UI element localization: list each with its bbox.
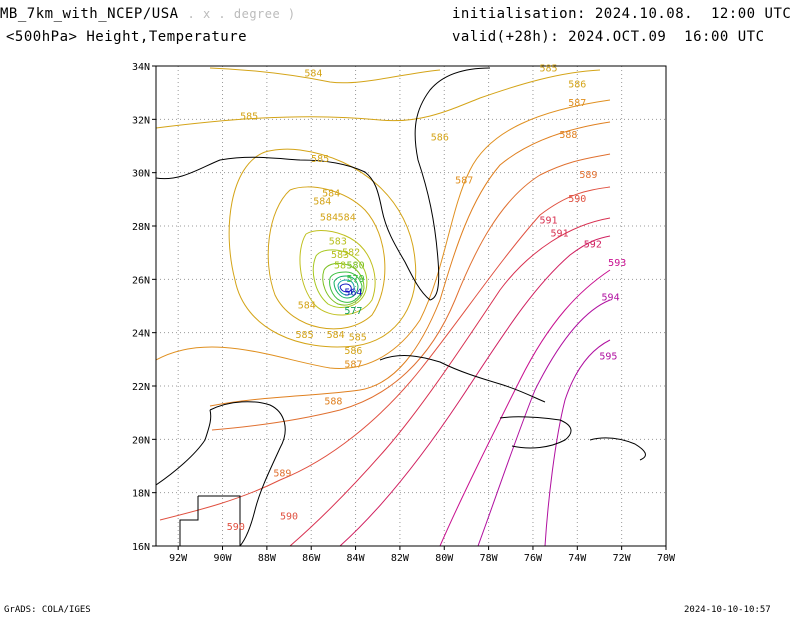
lon-tick-label: 76W: [524, 553, 543, 564]
contour-label: 592: [584, 239, 602, 250]
contour-label: 590: [227, 522, 245, 533]
lat-tick-label: 16N: [132, 542, 150, 553]
lat-tick-label: 20N: [132, 435, 150, 446]
contour-label: 586: [431, 133, 449, 144]
map-frame-bg: [156, 66, 666, 546]
footer-credit: GrADS: COLA/IGES: [4, 605, 91, 615]
valid-value: 2024.OCT.09 16:00 UTC: [568, 29, 765, 45]
contour-label: 582: [342, 247, 360, 258]
lat-tick-label: 22N: [132, 382, 150, 393]
contour-label: 590: [568, 194, 586, 205]
contour-label: 585: [240, 111, 258, 122]
contour-label: 584: [338, 213, 356, 224]
map-frame: [155, 65, 667, 547]
valid-label: valid(+28h):: [452, 29, 560, 45]
init-line: initialisation: 2024.10.08. 12:00 UTC: [452, 6, 791, 22]
contour-label: 584: [298, 301, 316, 312]
contour-label: 584: [322, 189, 340, 200]
lat-tick-label: 30N: [132, 169, 150, 180]
contour-label: 585: [539, 63, 557, 74]
lon-tick-label: 88W: [258, 553, 277, 564]
lon-tick-label: 70W: [657, 553, 676, 564]
contour-label: 593: [608, 258, 626, 269]
lon-tick-label: 84W: [347, 553, 366, 564]
valid-line: valid(+28h): 2024.OCT.09 16:00 UTC: [452, 29, 765, 45]
contour-label: 579: [347, 274, 365, 285]
lon-tick-label: 82W: [391, 553, 410, 564]
footer-timestamp: 2024-10-10-10:57: [684, 605, 771, 615]
contour-label: 586: [344, 346, 362, 357]
lat-tick-label: 26N: [132, 275, 150, 286]
lon-tick-label: 80W: [435, 553, 454, 564]
lat-tick-label: 28N: [132, 222, 150, 233]
contour-label: 586: [568, 79, 586, 90]
lat-tick-label: 34N: [132, 62, 150, 73]
units-note: . x . degree ): [187, 7, 296, 21]
lat-tick-label: 32N: [132, 115, 150, 126]
lon-tick-label: 72W: [613, 553, 632, 564]
level-title: <500hPa> Height,Temperature: [6, 29, 248, 45]
init-label: initialisation:: [452, 6, 586, 22]
lon-tick-label: 74W: [568, 553, 587, 564]
contour-label: 58: [334, 261, 346, 272]
lat-tick-label: 18N: [132, 489, 150, 500]
coastlines: [156, 67, 646, 546]
contour-label: 588: [324, 397, 342, 408]
contour-label: 585: [311, 154, 329, 165]
contour-label: 590: [280, 511, 298, 522]
contour-label: 585: [349, 333, 367, 344]
contour-label: 564: [344, 287, 362, 298]
contour-label: 589: [579, 170, 597, 181]
contour-label: 587: [344, 359, 362, 370]
contour-label: 583: [329, 237, 347, 248]
contour-label: 587: [455, 175, 473, 186]
lon-tick-label: 90W: [213, 553, 232, 564]
contour-label: 589: [273, 469, 291, 480]
contour-label: 595: [599, 351, 617, 362]
contour-label: 587: [568, 98, 586, 109]
contour-label: 591: [551, 229, 569, 240]
contour-label: 594: [602, 293, 620, 304]
contour-label: 584: [320, 213, 338, 224]
contour-label: 588: [559, 130, 577, 141]
lon-tick-label: 86W: [302, 553, 321, 564]
height-contours: [156, 67, 611, 546]
model-title: MB_7km_with_NCEP/USA . x . degree ): [0, 6, 296, 22]
lon-tick-label: 78W: [480, 553, 499, 564]
model-name: MB_7km_with_NCEP/USA: [0, 6, 179, 22]
init-value: 2024.10.08. 12:00 UTC: [594, 6, 792, 22]
contour-label: 591: [539, 215, 557, 226]
contour-label: 583: [331, 250, 349, 261]
contour-label: 580: [347, 261, 365, 272]
longitude-ticks: 92W 90W 88W 86W 84W 82W 80W 78W 76W 74W 72W 70W: [169, 546, 676, 564]
contour-label: 585: [296, 330, 314, 341]
lat-tick-label: 24N: [132, 329, 150, 340]
contour-label: 584: [304, 69, 322, 80]
latitude-ticks: 34N 32N 30N 28N 26N 24N 22N 20N 18N 16N: [132, 62, 156, 553]
lon-tick-label: 92W: [169, 553, 188, 564]
contour-label: 577: [344, 306, 362, 317]
contour-label: 584: [313, 197, 331, 208]
gridlines: [156, 66, 666, 546]
contour-label: 584: [327, 330, 345, 341]
